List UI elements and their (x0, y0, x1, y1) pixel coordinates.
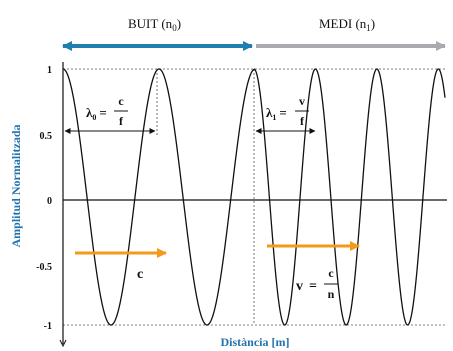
svg-text:=: = (309, 279, 317, 294)
svg-text:c: c (328, 266, 334, 280)
y-axis-label: Amplitud Normalitzada (9, 125, 23, 248)
x-axis-label: Distància [m] (221, 335, 290, 349)
svg-text:v: v (299, 94, 305, 108)
wave-medium-curve (253, 68, 446, 326)
medium-region-label: MEDI (n1) (319, 16, 375, 33)
velocity-vacuum-label: c (137, 267, 143, 282)
svg-text:λ0=: λ0 = (86, 105, 107, 122)
svg-text:c: c (118, 94, 124, 108)
svg-text:f: f (300, 114, 305, 128)
wave-vacuum-curve (62, 68, 255, 326)
wavelength-medium-formula: λ1 = v f (266, 94, 309, 128)
y-tick-0: 0 (47, 196, 52, 207)
svg-text:n: n (328, 287, 335, 301)
y-tick-minus-1: -1 (44, 321, 52, 332)
y-tick-0-5: 0.5 (40, 131, 53, 142)
vacuum-region-label: BUIT (n0) (128, 16, 181, 33)
y-ticks: 1 0.5 0 -0.5 -1 (36, 65, 52, 332)
velocity-medium-formula: v = c n (296, 266, 338, 301)
wavelength-vacuum-formula: λ0 = c f (86, 94, 128, 128)
y-tick-1: 1 (47, 65, 52, 76)
svg-text:λ1=: λ1 = (266, 105, 287, 122)
y-tick-minus-0-5: -0.5 (36, 262, 52, 273)
svg-text:v: v (296, 279, 303, 294)
svg-text:f: f (119, 114, 124, 128)
guide-lines (63, 68, 445, 326)
